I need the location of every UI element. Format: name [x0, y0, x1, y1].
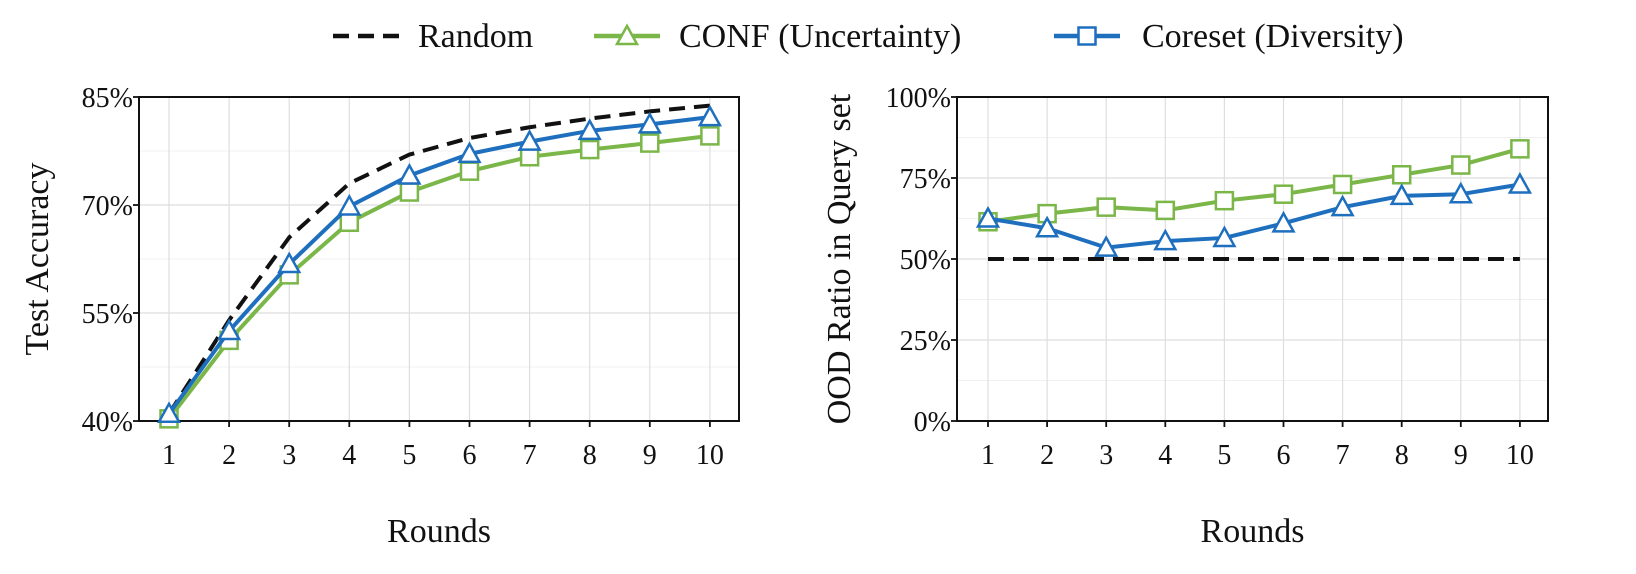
x-tick-label: 1 — [162, 440, 176, 471]
data-point-conf — [1096, 197, 1116, 217]
y-tick-label: 85% — [82, 83, 133, 114]
x-tick-label: 3 — [1099, 440, 1113, 471]
data-point-coreset — [1094, 235, 1119, 257]
x-tick-label: 10 — [1506, 440, 1534, 471]
chart-ood-ratio: 0% 25% 50% 75% 100% 1 2 3 4 5 6 7 8 9 10 Rounds OOD Rati… — [821, 83, 1549, 550]
data-point-coreset — [1212, 225, 1237, 248]
series-conf — [159, 126, 720, 429]
legend: Random CONF (Uncertainty) Coreset (Diversi… — [333, 18, 1404, 55]
x-tick-label: 5 — [1217, 440, 1231, 471]
series-conf — [978, 139, 1530, 232]
data-point-coreset — [1153, 228, 1178, 251]
data-point-conf — [640, 133, 660, 153]
data-point-conf — [1273, 184, 1294, 204]
data-point-coreset — [156, 401, 182, 424]
data-point-coreset — [1448, 181, 1473, 204]
x-tick-label: 7 — [1336, 440, 1350, 471]
x-tick-label: 3 — [282, 440, 296, 471]
x-tick-label: 1 — [981, 440, 995, 471]
x-tick-label: 6 — [1277, 440, 1291, 471]
series-coreset — [156, 104, 723, 424]
data-point-conf — [1332, 174, 1353, 195]
y-tick-label: 0% — [914, 407, 951, 438]
data-point-conf — [1155, 200, 1176, 221]
y-tick-label: 25% — [900, 326, 951, 357]
x-tick-label: 9 — [1454, 440, 1468, 471]
x-tick-label: 9 — [643, 440, 657, 471]
series-random — [167, 103, 711, 415]
data-point-coreset — [397, 162, 422, 185]
legend-label-conf: CONF (Uncertainty) — [679, 18, 961, 55]
x-tick-label: 5 — [402, 440, 416, 471]
data-point-coreset — [1034, 215, 1060, 238]
data-point-conf — [1214, 190, 1235, 211]
data-point-coreset — [637, 111, 662, 134]
series-coreset — [975, 171, 1533, 257]
y-axis-label: Test Accuracy — [19, 162, 56, 355]
x-axis-label: Rounds — [387, 513, 491, 550]
series-line-conf — [167, 133, 711, 421]
data-point-coreset — [216, 318, 242, 341]
data-point-coreset — [337, 193, 362, 216]
data-point-conf — [579, 139, 600, 160]
legend-marker-coreset — [1077, 26, 1097, 46]
data-point-coreset — [1389, 183, 1414, 206]
data-point-coreset — [1330, 194, 1355, 217]
y-tick-label: 100% — [886, 83, 951, 114]
data-point-coreset — [277, 251, 302, 274]
x-tick-label: 8 — [1395, 440, 1409, 471]
y-tick-label: 70% — [82, 191, 133, 222]
x-tick-label: 8 — [583, 440, 597, 471]
y-tick-label: 55% — [82, 299, 133, 330]
data-point-coreset — [457, 141, 482, 164]
data-point-conf — [700, 126, 720, 146]
legend-label-random: Random — [418, 18, 533, 55]
chart-test-accuracy: 40% 55% 70% 85% 1 2 3 4 5 6 7 8 9 10 Rounds Test Accura… — [19, 83, 740, 550]
data-point-conf — [1510, 139, 1530, 159]
y-tick-label: 75% — [900, 164, 951, 195]
plot-frame — [138, 96, 740, 422]
data-point-conf — [339, 212, 360, 233]
data-point-coreset — [975, 205, 1001, 228]
x-tick-label: 2 — [1040, 440, 1054, 471]
legend-marker-conf — [614, 23, 640, 46]
x-tick-label: 2 — [222, 440, 236, 471]
x-tick-label: 7 — [523, 440, 537, 471]
data-point-coreset — [697, 104, 723, 127]
series-line-conf — [987, 146, 1521, 224]
y-tick-label: 50% — [900, 245, 951, 276]
data-point-conf — [459, 161, 480, 181]
data-point-coreset — [1507, 171, 1533, 194]
x-axis-label: Rounds — [1201, 513, 1305, 550]
y-tick-label: 40% — [82, 407, 133, 438]
data-point-coreset — [577, 118, 602, 141]
x-tick-label: 4 — [342, 440, 356, 471]
series-line-random — [167, 103, 711, 415]
series-line-coreset — [167, 115, 711, 415]
x-tick-label: 6 — [463, 440, 477, 471]
legend-label-coreset: Coreset (Diversity) — [1142, 18, 1404, 55]
data-point-coreset — [1271, 210, 1296, 233]
data-point-conf — [399, 182, 420, 202]
series-line-coreset — [987, 182, 1521, 250]
data-point-conf — [1451, 155, 1471, 175]
data-point-coreset — [517, 129, 542, 151]
x-tick-label: 10 — [696, 440, 724, 471]
x-tick-label: 4 — [1158, 440, 1172, 471]
y-axis-label: OOD Ratio in Query set — [821, 93, 858, 424]
data-point-conf — [1391, 165, 1412, 185]
